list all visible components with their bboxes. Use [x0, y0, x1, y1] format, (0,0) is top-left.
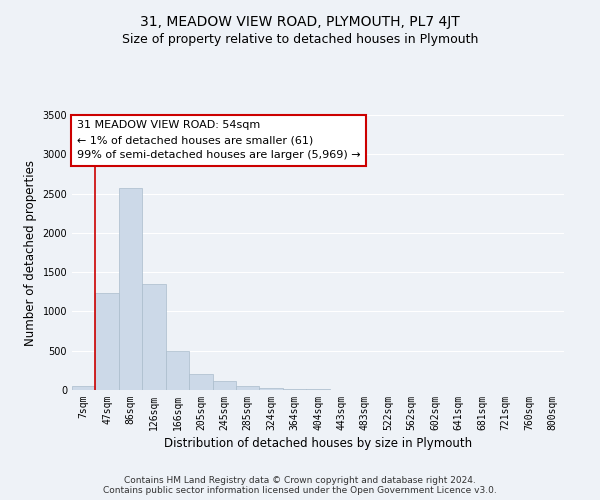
Bar — [283, 389, 306, 390]
Bar — [119, 188, 142, 390]
Bar — [259, 388, 283, 390]
Bar — [236, 386, 259, 390]
Text: 31, MEADOW VIEW ROAD, PLYMOUTH, PL7 4JT: 31, MEADOW VIEW ROAD, PLYMOUTH, PL7 4JT — [140, 15, 460, 29]
Bar — [72, 386, 95, 390]
Bar — [166, 350, 189, 390]
Y-axis label: Number of detached properties: Number of detached properties — [24, 160, 37, 346]
Text: 31 MEADOW VIEW ROAD: 54sqm
← 1% of detached houses are smaller (61)
99% of semi-: 31 MEADOW VIEW ROAD: 54sqm ← 1% of detac… — [77, 120, 361, 160]
X-axis label: Distribution of detached houses by size in Plymouth: Distribution of detached houses by size … — [164, 437, 472, 450]
Bar — [95, 292, 119, 390]
Bar — [142, 284, 166, 390]
Text: Size of property relative to detached houses in Plymouth: Size of property relative to detached ho… — [122, 32, 478, 46]
Text: Contains HM Land Registry data © Crown copyright and database right 2024.
Contai: Contains HM Land Registry data © Crown c… — [103, 476, 497, 495]
Bar — [189, 374, 212, 390]
Bar — [212, 382, 236, 390]
Bar — [306, 389, 330, 390]
